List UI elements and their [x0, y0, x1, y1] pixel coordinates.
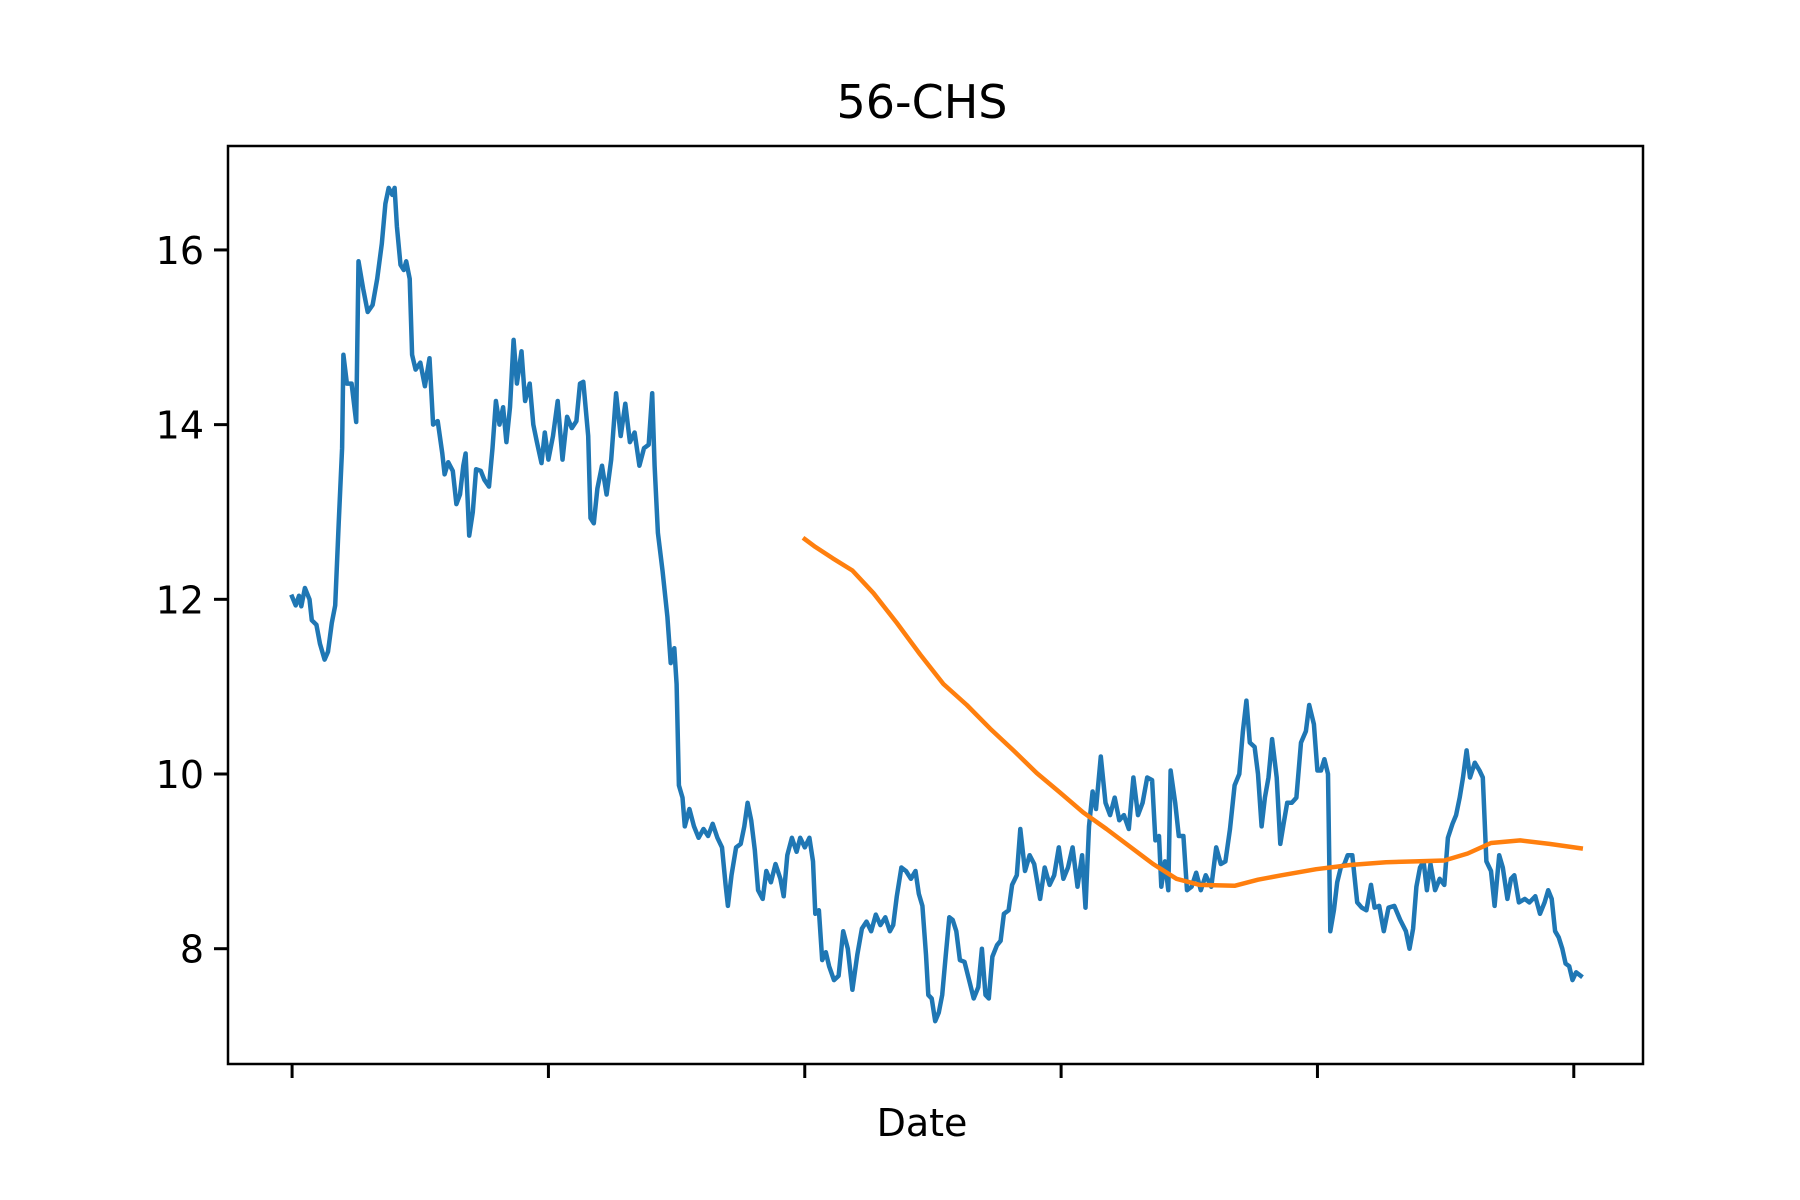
y-tick-label: 16 [156, 229, 204, 273]
y-tick-label: 8 [180, 928, 204, 972]
line-series [801, 535, 1584, 889]
y-tick-label: 10 [156, 753, 204, 797]
x-axis-label: Date [877, 1101, 968, 1145]
plot-frame [226, 144, 1645, 1066]
chart-title: 56-CHS [836, 75, 1007, 129]
y-tick-label: 12 [156, 578, 204, 622]
line-series [289, 185, 1584, 1024]
y-tick-label: 14 [156, 404, 204, 448]
